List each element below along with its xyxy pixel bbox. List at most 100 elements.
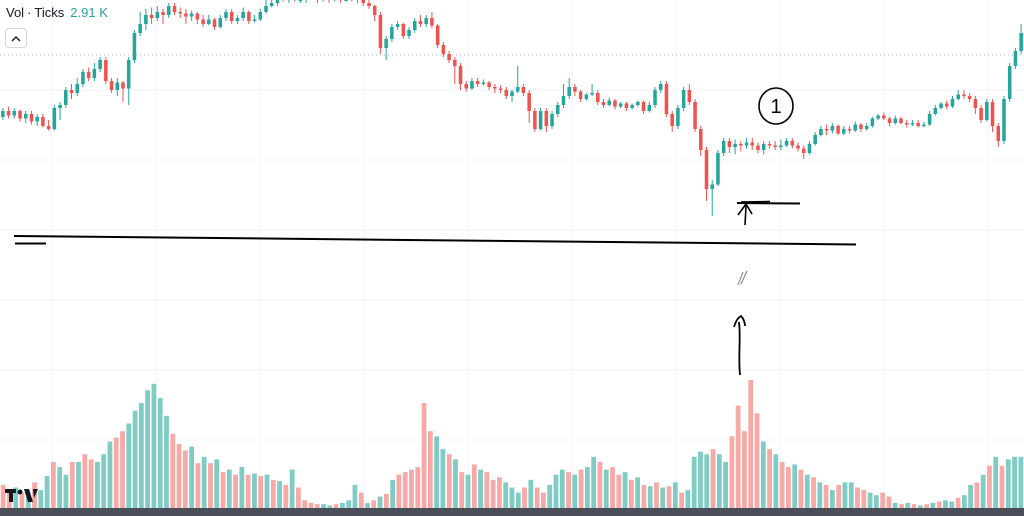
candle-body <box>555 105 560 114</box>
candle-body <box>69 90 74 93</box>
candle <box>269 0 274 8</box>
candle-body <box>721 141 726 153</box>
volume-bar <box>679 492 684 508</box>
candle <box>69 84 74 99</box>
volume-bar <box>616 474 622 508</box>
candle-body <box>412 21 417 30</box>
volume-bar <box>377 496 383 508</box>
candle-body <box>933 108 938 114</box>
candle <box>538 108 543 131</box>
candle-body <box>98 60 102 69</box>
volume-bar <box>943 500 948 508</box>
candle <box>779 139 783 150</box>
candle <box>115 78 120 96</box>
candle-body <box>195 13 200 20</box>
candle <box>178 7 182 18</box>
candle-body <box>418 21 423 24</box>
volume-bar <box>113 437 119 508</box>
volume-legend[interactable]: Vol · Ticks 2.91 K <box>6 5 108 20</box>
resistance-marker[interactable] <box>736 202 801 205</box>
candle-body <box>178 12 182 14</box>
candle-body <box>52 108 57 129</box>
wick-scribble <box>737 270 748 286</box>
candle-body <box>121 82 125 89</box>
candle <box>132 30 137 63</box>
candle <box>92 63 97 81</box>
volume-bar <box>13 487 19 508</box>
candle <box>41 114 45 128</box>
volume-bar <box>252 473 257 508</box>
candle <box>727 138 732 153</box>
candle <box>607 97 612 107</box>
candle <box>533 108 537 132</box>
volume-bar <box>434 436 439 508</box>
volume-bar <box>905 502 911 508</box>
candle-body <box>453 60 457 66</box>
volume-bar <box>57 467 63 508</box>
volume-bar <box>848 482 854 508</box>
candle-body <box>904 123 909 125</box>
candle <box>887 117 892 126</box>
candle <box>384 36 388 60</box>
candle-body <box>172 6 177 12</box>
volume-bar <box>321 504 326 508</box>
candle-body <box>527 93 531 111</box>
candle <box>962 90 966 99</box>
volume-bar <box>974 482 980 508</box>
candle <box>544 108 549 132</box>
breakout-arrow-shaft[interactable] <box>744 205 747 226</box>
candle <box>687 84 692 105</box>
volume-bar <box>899 504 904 508</box>
annotation-number: 1 <box>770 96 781 118</box>
candle <box>773 141 777 150</box>
annotation-circle[interactable] <box>758 87 794 125</box>
volume-bar <box>402 472 408 508</box>
volume-bar <box>201 456 207 508</box>
candle <box>573 84 577 96</box>
drawings[interactable]: 1 <box>13 87 857 376</box>
volume-spike-arrow-shaft[interactable] <box>738 321 741 376</box>
volume-bar <box>961 495 967 508</box>
candle-body <box>441 45 446 54</box>
candle-body <box>996 126 1001 141</box>
candle <box>618 102 623 108</box>
candle-body <box>864 126 869 129</box>
candle-body <box>481 82 486 84</box>
collapse-legend-button[interactable] <box>5 28 27 48</box>
tradingview-logo-icon[interactable]: TV <box>5 486 39 509</box>
support-trendline[interactable] <box>13 235 857 246</box>
volume-bar <box>170 433 176 508</box>
candle <box>676 105 680 129</box>
volume-bar <box>541 492 546 508</box>
candle <box>1019 24 1023 54</box>
volume-bar <box>666 486 672 508</box>
candle <box>435 24 440 48</box>
volume-bar <box>415 467 421 508</box>
volume-bar <box>742 431 747 508</box>
candle <box>750 138 755 150</box>
candle <box>395 21 400 30</box>
candle <box>372 4 377 21</box>
candle-body <box>630 105 634 108</box>
candle <box>624 102 629 111</box>
volume-bar <box>19 492 25 508</box>
legend-sublabel: Ticks <box>34 5 65 20</box>
candle <box>498 85 503 93</box>
candle-body <box>361 0 366 3</box>
volume-bar <box>672 482 678 508</box>
candle <box>653 87 657 108</box>
candle-body <box>395 24 400 27</box>
candle-body <box>1019 33 1023 51</box>
volume-bar <box>641 484 647 508</box>
candle <box>166 3 171 18</box>
candle-body <box>842 129 846 134</box>
candle <box>596 90 600 105</box>
candle <box>161 9 165 24</box>
candle <box>201 15 205 27</box>
volume-bar <box>314 504 320 508</box>
candle <box>458 63 463 90</box>
candle <box>824 124 829 135</box>
candle-body <box>664 84 669 114</box>
candle <box>761 141 766 155</box>
